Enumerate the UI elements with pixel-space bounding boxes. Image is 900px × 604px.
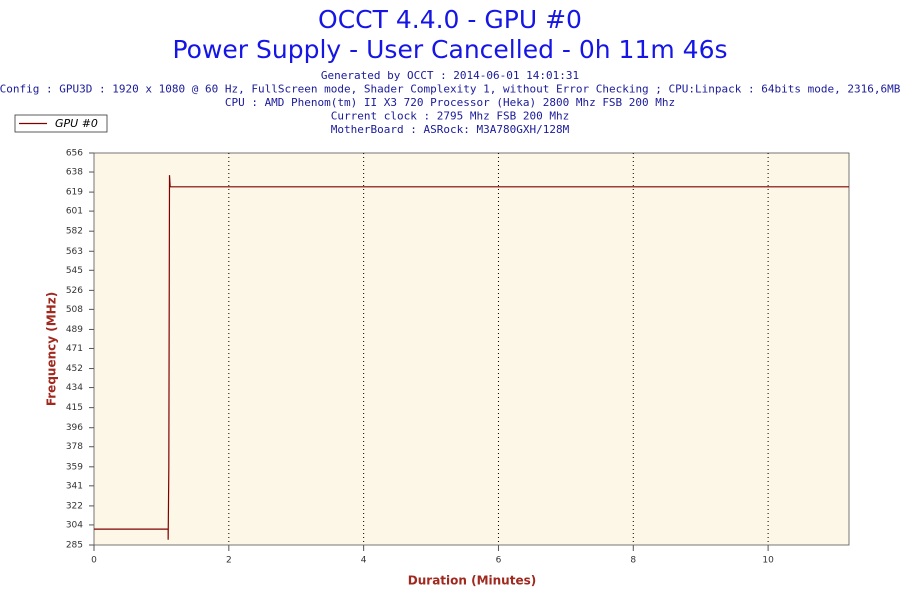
y-tick-label: 341 <box>66 481 83 491</box>
y-tick-label: 471 <box>66 344 83 354</box>
x-tick-label: 0 <box>91 556 97 566</box>
x-tick-label: 8 <box>630 556 636 566</box>
y-tick-label: 304 <box>66 520 83 530</box>
plot-area <box>93 152 850 546</box>
y-tick-label: 489 <box>66 325 83 335</box>
x-tick-label: 2 <box>226 556 232 566</box>
info-line: CPU : AMD Phenom(tm) II X3 720 Processor… <box>225 96 675 109</box>
x-tick-label: 6 <box>496 556 502 566</box>
y-tick-label: 619 <box>66 188 83 198</box>
y-tick-label: 545 <box>66 266 83 276</box>
y-tick-label: 434 <box>66 383 83 393</box>
x-tick-label: 4 <box>361 556 367 566</box>
info-line: Generated by OCCT : 2014-06-01 14:01:31 <box>321 69 579 82</box>
y-axis-label: Frequency (MHz) <box>45 292 59 406</box>
info-line: Config : GPU3D : 1920 x 1080 @ 60 Hz, Fu… <box>0 83 900 96</box>
y-tick-label: 656 <box>66 149 83 159</box>
info-line: MotherBoard : ASRock: M3A780GXH/128M <box>331 123 570 136</box>
y-tick-label: 396 <box>66 423 83 433</box>
info-line: Current clock : 2795 Mhz FSB 200 Mhz <box>331 110 569 123</box>
y-tick-label: 285 <box>66 541 83 551</box>
chart-title: OCCT 4.4.0 - GPU #0 <box>318 5 582 34</box>
legend-box <box>14 114 108 133</box>
y-tick-label: 601 <box>66 207 83 217</box>
x-tick-label: 10 <box>762 556 774 566</box>
y-tick-label: 582 <box>66 227 83 237</box>
data-line <box>94 175 849 540</box>
y-tick-label: 378 <box>66 442 83 452</box>
chart-subtitle: Power Supply - User Cancelled - 0h 11m 4… <box>172 35 727 64</box>
y-tick-label: 452 <box>66 364 83 374</box>
y-tick-label: 638 <box>66 168 83 178</box>
y-tick-label: 359 <box>66 462 83 472</box>
y-tick-label: 526 <box>66 286 83 296</box>
y-tick-label: 563 <box>66 247 83 257</box>
y-tick-label: 415 <box>66 403 83 413</box>
y-tick-label: 322 <box>66 501 83 511</box>
x-axis-label: Duration (Minutes) <box>408 574 536 588</box>
y-tick-label: 508 <box>66 305 83 315</box>
legend-label: GPU #0 <box>55 117 98 130</box>
